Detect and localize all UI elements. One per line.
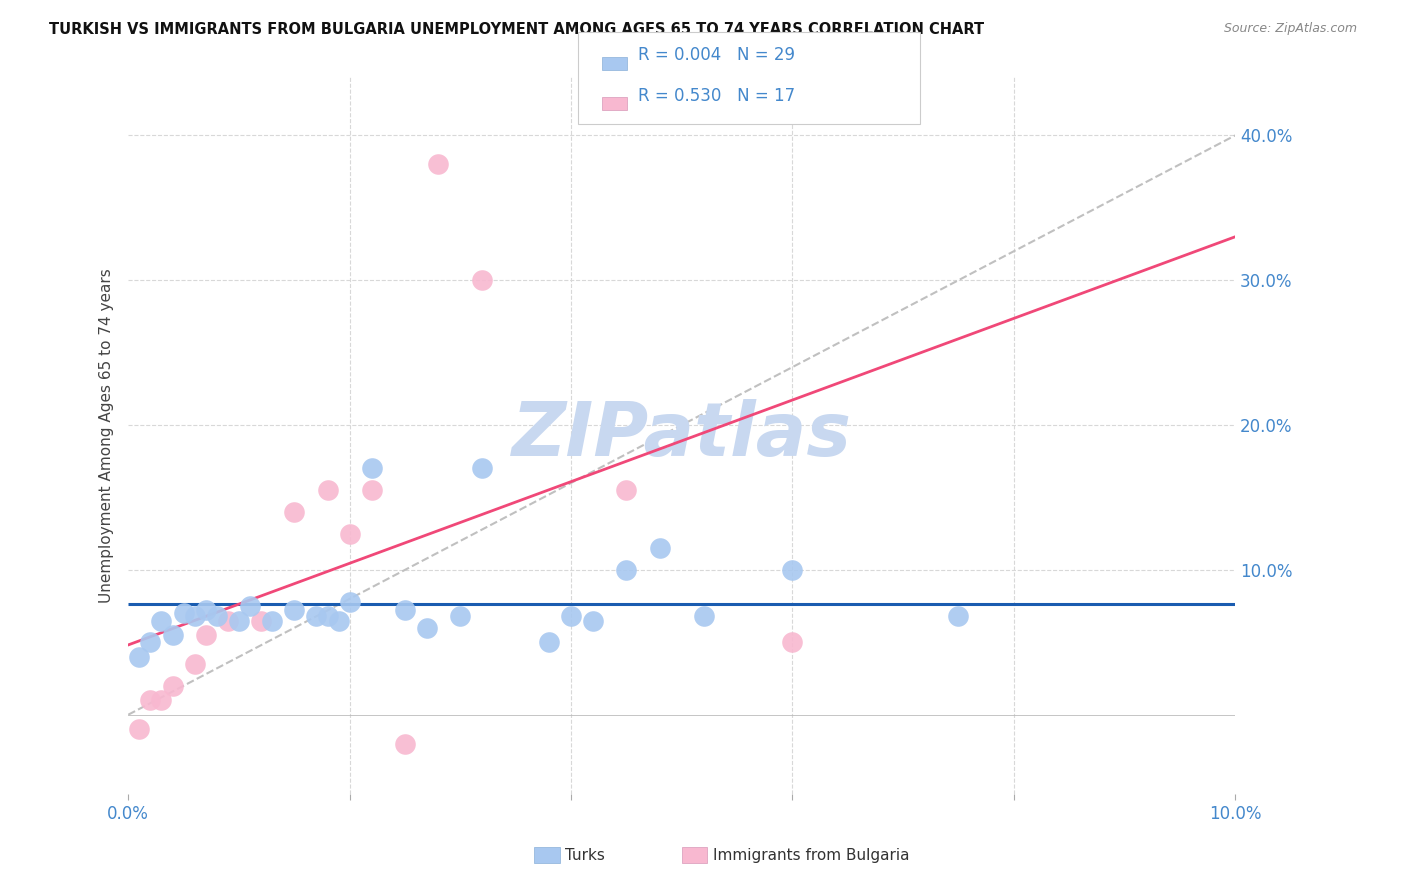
Point bbox=[693, 609, 716, 624]
Point bbox=[283, 505, 305, 519]
Point bbox=[205, 609, 228, 624]
Point bbox=[394, 603, 416, 617]
Point bbox=[449, 609, 471, 624]
Point bbox=[616, 563, 638, 577]
Text: R = 0.530   N = 17: R = 0.530 N = 17 bbox=[638, 87, 796, 105]
Point bbox=[537, 635, 560, 649]
Point bbox=[582, 614, 605, 628]
Point bbox=[194, 628, 217, 642]
Point bbox=[471, 461, 494, 475]
Point bbox=[782, 563, 804, 577]
Point bbox=[471, 273, 494, 287]
Point bbox=[283, 603, 305, 617]
Point bbox=[183, 609, 205, 624]
Point bbox=[416, 621, 439, 635]
Point bbox=[360, 483, 382, 498]
Text: R = 0.004   N = 29: R = 0.004 N = 29 bbox=[638, 46, 796, 64]
Point bbox=[128, 649, 150, 664]
Point bbox=[162, 679, 184, 693]
Point bbox=[173, 607, 195, 621]
Point bbox=[228, 614, 250, 628]
Point bbox=[648, 541, 671, 556]
Point bbox=[339, 526, 361, 541]
Text: Turks: Turks bbox=[565, 848, 605, 863]
Point bbox=[316, 609, 339, 624]
Point bbox=[616, 483, 638, 498]
Point bbox=[128, 722, 150, 736]
Text: ZIPatlas: ZIPatlas bbox=[512, 400, 852, 473]
Point bbox=[162, 628, 184, 642]
Point bbox=[427, 157, 450, 171]
Point bbox=[139, 693, 162, 707]
Point bbox=[316, 483, 339, 498]
Point bbox=[150, 614, 173, 628]
Point bbox=[194, 603, 217, 617]
Point bbox=[250, 614, 273, 628]
Text: Immigrants from Bulgaria: Immigrants from Bulgaria bbox=[713, 848, 910, 863]
Point bbox=[560, 609, 582, 624]
Point bbox=[150, 693, 173, 707]
Point bbox=[782, 635, 804, 649]
Point bbox=[183, 657, 205, 671]
Y-axis label: Unemployment Among Ages 65 to 74 years: Unemployment Among Ages 65 to 74 years bbox=[100, 268, 114, 603]
Text: Source: ZipAtlas.com: Source: ZipAtlas.com bbox=[1223, 22, 1357, 36]
Point bbox=[305, 609, 328, 624]
Point bbox=[139, 635, 162, 649]
Point bbox=[339, 595, 361, 609]
Text: TURKISH VS IMMIGRANTS FROM BULGARIA UNEMPLOYMENT AMONG AGES 65 TO 74 YEARS CORRE: TURKISH VS IMMIGRANTS FROM BULGARIA UNEM… bbox=[49, 22, 984, 37]
Point bbox=[360, 461, 382, 475]
Point bbox=[328, 614, 350, 628]
Point bbox=[239, 599, 262, 613]
Point bbox=[262, 614, 284, 628]
Point bbox=[394, 737, 416, 751]
Point bbox=[948, 609, 970, 624]
Point bbox=[217, 614, 239, 628]
